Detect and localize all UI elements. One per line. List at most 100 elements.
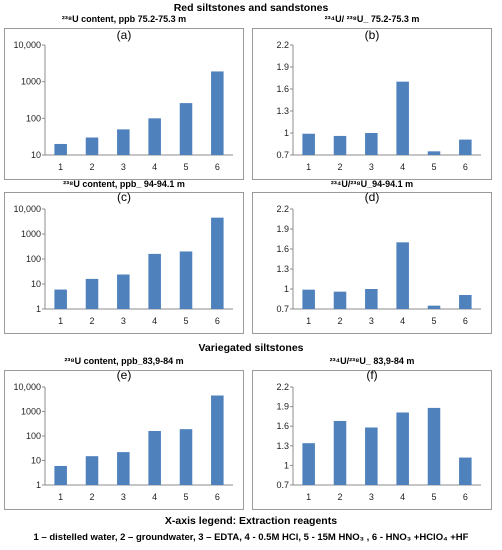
x-tick-label: 1 [306, 492, 311, 502]
panel-tag-b: (b) [364, 28, 380, 42]
bar [365, 427, 378, 485]
y-tick-label: 10 [31, 456, 41, 466]
x-tick-label: 5 [431, 492, 436, 502]
bar [427, 407, 441, 485]
x-tick-label: 4 [400, 316, 405, 326]
x-tick-label: 3 [121, 316, 126, 326]
chart-title-d: ²³⁴U/²³⁸U_94-94.1 m [330, 179, 414, 189]
bar [148, 118, 161, 155]
panel-tag-e: (e) [116, 368, 132, 382]
x-tick-label: 6 [215, 492, 220, 502]
x-tick-label: 5 [431, 162, 436, 172]
y-tick-label: 1000 [21, 407, 41, 417]
x-tick-label: 2 [89, 162, 94, 172]
y-tick-label: 1.9 [276, 62, 289, 72]
y-tick-label: 1.6 [276, 421, 289, 431]
bar [427, 151, 441, 155]
chart-title-e: ²³⁸U content, ppb_83,9-84 m [64, 356, 184, 366]
x-tick-label: 2 [89, 316, 94, 326]
y-tick-label: 1.3 [276, 106, 289, 116]
bar [179, 429, 193, 485]
x-tick-label: 3 [369, 162, 374, 172]
x-tick-label: 5 [431, 316, 436, 326]
bar-chart-e: 1 10 100 1000 10,000 1 2 3 4 5 6 [13, 382, 233, 502]
bar [333, 291, 347, 309]
y-tick-label: 100 [26, 113, 41, 123]
x-tick-label: 1 [58, 492, 63, 502]
y-tick-label: 0.7 [276, 480, 289, 490]
x-tick-label: 4 [152, 162, 157, 172]
bar [117, 452, 130, 485]
x-tick-label: 3 [369, 492, 374, 502]
x-tick-label: 2 [89, 492, 94, 502]
x-tick-label: 4 [400, 162, 405, 172]
x-tick-label: 5 [183, 492, 188, 502]
panel-tag-a: (a) [116, 28, 132, 42]
bar [179, 251, 193, 309]
y-tick-label: 100 [26, 431, 41, 441]
chart-panel-f: 0.7 1 1.3 1.6 1.9 2.2 1 2 3 4 5 6 [252, 370, 492, 510]
bar [302, 289, 315, 309]
x-tick-label: 4 [400, 492, 405, 502]
x-tick-label: 3 [369, 316, 374, 326]
x-tick-label: 1 [58, 162, 63, 172]
legend-text: 1 – distelled water, 2 – groundwater, 3 … [33, 532, 469, 543]
y-tick-label: 1.3 [276, 441, 289, 451]
y-tick-label: 100 [26, 254, 41, 264]
chart-title-c: ²³⁸U content, ppb_ 94-94.1 m [63, 179, 185, 189]
y-tick-label: 10,000 [13, 382, 41, 392]
y-tick-label: 1 [36, 480, 41, 490]
bar [54, 143, 67, 155]
bar [54, 289, 67, 309]
x-tick-label: 1 [306, 162, 311, 172]
y-tick-label: 10 [31, 150, 41, 160]
y-tick-label: 10,000 [13, 204, 41, 214]
x-tick-label: 2 [337, 162, 342, 172]
x-tick-label: 6 [215, 316, 220, 326]
x-tick-label: 4 [152, 492, 157, 502]
bar [85, 278, 99, 309]
bar [459, 295, 472, 309]
x-tick-label: 5 [183, 162, 188, 172]
y-tick-label: 1000 [21, 77, 41, 87]
x-tick-label: 3 [121, 492, 126, 502]
bar [211, 71, 224, 155]
y-tick-label: 10,000 [13, 40, 41, 50]
bar [211, 217, 224, 309]
y-tick-label: 2.2 [276, 40, 289, 50]
y-tick-label: 1.9 [276, 402, 289, 412]
panel-tag-f: (f) [366, 368, 378, 382]
bar [365, 133, 378, 155]
bar-chart-f: 0.7 1 1.3 1.6 1.9 2.2 1 2 3 4 5 6 [276, 382, 481, 502]
x-tick-label: 1 [58, 316, 63, 326]
bar-chart-b: 0.7 1 1.3 1.6 1.9 2.2 1 2 3 4 5 6 [276, 40, 481, 172]
bar [396, 81, 409, 155]
legend-title: X-axis legend: Extraction reagents [164, 515, 338, 527]
y-tick-label: 0.7 [276, 150, 289, 160]
bar [54, 465, 67, 485]
bar [333, 420, 347, 485]
bar [333, 135, 347, 155]
chart-panel-e: 1 10 100 1000 10,000 1 2 3 4 5 6 [4, 370, 244, 510]
bar [427, 305, 441, 309]
bar [179, 103, 193, 155]
bar [396, 412, 409, 485]
y-tick-label: 1.3 [276, 264, 289, 274]
chart-panel-b: 0.7 1 1.3 1.6 1.9 2.2 1 2 3 4 5 6 [252, 28, 492, 180]
y-tick-label: 2.2 [276, 382, 289, 392]
y-tick-label: 1.6 [276, 244, 289, 254]
bar [396, 242, 409, 309]
x-tick-label: 6 [463, 162, 468, 172]
x-tick-label: 1 [306, 316, 311, 326]
bar [211, 395, 224, 485]
bar [85, 137, 99, 155]
y-tick-label: 1 [284, 460, 289, 470]
bar [117, 129, 130, 155]
x-tick-label: 5 [183, 316, 188, 326]
y-tick-label: 1 [284, 284, 289, 294]
chart-panel-a: 10 100 1000 10,000 1 2 3 4 5 6 [4, 28, 244, 180]
bar [117, 274, 130, 309]
y-tick-label: 1 [36, 304, 41, 314]
bar [302, 443, 315, 485]
y-tick-label: 1.6 [276, 84, 289, 94]
